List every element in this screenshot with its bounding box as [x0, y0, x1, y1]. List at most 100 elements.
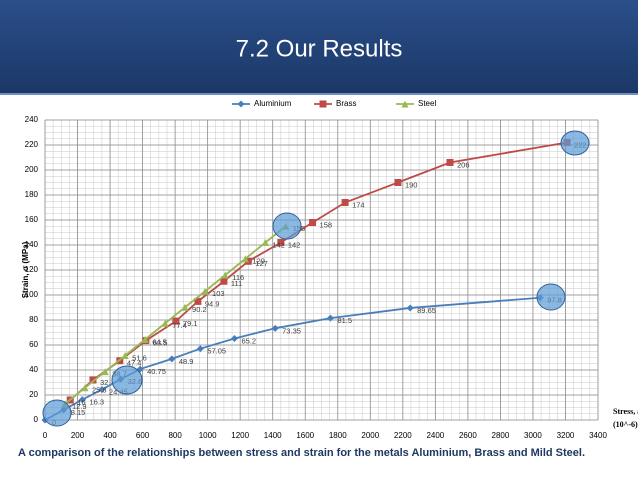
data-label: 89.65 [417, 306, 436, 315]
marker [309, 219, 317, 226]
data-label: 64.5 [152, 337, 167, 346]
data-label: 65.2 [241, 336, 256, 345]
data-label: 16.3 [89, 398, 104, 407]
x-tick-label: 400 [103, 431, 117, 440]
data-label: 174 [352, 200, 365, 209]
marker [230, 335, 238, 342]
x-tick-label: 3200 [557, 431, 575, 440]
data-label: 63.5 [153, 339, 168, 348]
marker [196, 345, 204, 353]
y-tick-label: 60 [29, 340, 38, 349]
data-label: 16 [77, 398, 85, 407]
caption: A comparison of the relationships betwee… [18, 447, 585, 459]
highlight-circle [111, 365, 143, 395]
x-tick-label: 1200 [231, 431, 249, 440]
x-tick-label: 3000 [524, 431, 542, 440]
data-label: 47.4 [127, 359, 142, 368]
y-tick-label: 40 [29, 365, 38, 374]
highlight-circle [536, 283, 566, 311]
x-axis-label: Stress, ε [613, 407, 638, 416]
legend-label: Steel [418, 99, 436, 108]
marker [161, 319, 169, 327]
marker [194, 297, 202, 305]
data-label: 94.9 [205, 299, 220, 308]
y-tick-label: 240 [25, 115, 39, 124]
y-tick-label: 160 [25, 215, 39, 224]
data-label: 90.2 [192, 305, 207, 314]
data-label: 8.15 [71, 408, 86, 417]
marker [98, 385, 106, 393]
data-label: 103 [212, 289, 225, 298]
y-tick-label: 80 [29, 315, 38, 324]
x-tick-label: 2200 [394, 431, 412, 440]
y-tick-label: 120 [25, 265, 39, 274]
data-label: 12.9 [72, 402, 87, 411]
data-label: 48.9 [179, 357, 194, 366]
marker [326, 314, 334, 322]
x-tick-label: 2600 [459, 431, 477, 440]
y-tick-label: 180 [25, 190, 39, 199]
highlight-circle [272, 212, 302, 240]
data-label: 32 [100, 378, 108, 387]
marker [271, 324, 279, 332]
y-axis-label: Strain, σ (MPa) [21, 241, 30, 298]
data-label: 158 [320, 220, 333, 229]
marker [341, 199, 349, 206]
marker [181, 303, 189, 311]
y-tick-label: 200 [25, 165, 39, 174]
marker [394, 179, 402, 186]
highlight-circle [560, 130, 590, 156]
marker [446, 159, 454, 166]
marker [401, 100, 409, 108]
marker [168, 355, 176, 363]
marker [220, 277, 228, 285]
x-tick-label: 1600 [296, 431, 314, 440]
marker [319, 100, 327, 108]
data-label: 51.6 [132, 353, 147, 362]
marker [221, 271, 229, 279]
y-tick-label: 20 [29, 390, 38, 399]
x-tick-label: 1000 [199, 431, 217, 440]
data-label: 127 [255, 259, 268, 268]
series-line [64, 225, 287, 405]
x-tick-label: 1400 [264, 431, 282, 440]
legend-label: Brass [336, 99, 356, 108]
marker [261, 239, 269, 246]
data-label: 111 [231, 279, 242, 288]
marker [101, 368, 109, 376]
x-tick-label: 200 [71, 431, 85, 440]
data-label: 40.75 [147, 367, 166, 376]
data-label: 206 [457, 160, 470, 169]
marker [81, 384, 89, 392]
data-label: 142 [272, 240, 285, 249]
y-tick-label: 100 [25, 290, 39, 299]
highlight-circle [42, 399, 72, 427]
y-tick-label: 0 [34, 415, 39, 424]
y-tick-label: 220 [25, 140, 39, 149]
data-label: 25.8 [92, 386, 107, 395]
x-tick-label: 1800 [329, 431, 347, 440]
marker [237, 100, 245, 108]
y-tick-label: 140 [25, 240, 39, 249]
marker [121, 352, 129, 359]
data-label: 57.05 [207, 347, 226, 356]
x-tick-label: 3400 [589, 431, 607, 440]
x-tick-label: 800 [168, 431, 182, 440]
marker [78, 396, 86, 404]
data-label: 73.35 [282, 326, 301, 335]
marker [241, 255, 249, 263]
x-tick-label: 0 [43, 431, 48, 440]
marker [201, 287, 209, 295]
marker [172, 317, 180, 325]
marker [277, 239, 285, 246]
data-label: 81.5 [337, 316, 352, 325]
data-label: 129 [252, 257, 265, 266]
x-tick-label: 600 [136, 431, 150, 440]
data-label: 190 [405, 180, 418, 189]
x-axis-label: (10^-6) [613, 420, 638, 429]
title-band [0, 0, 638, 95]
slide-title: 7.2 Our Results [236, 35, 403, 62]
x-tick-label: 2000 [361, 431, 379, 440]
data-label: 116 [232, 273, 244, 282]
